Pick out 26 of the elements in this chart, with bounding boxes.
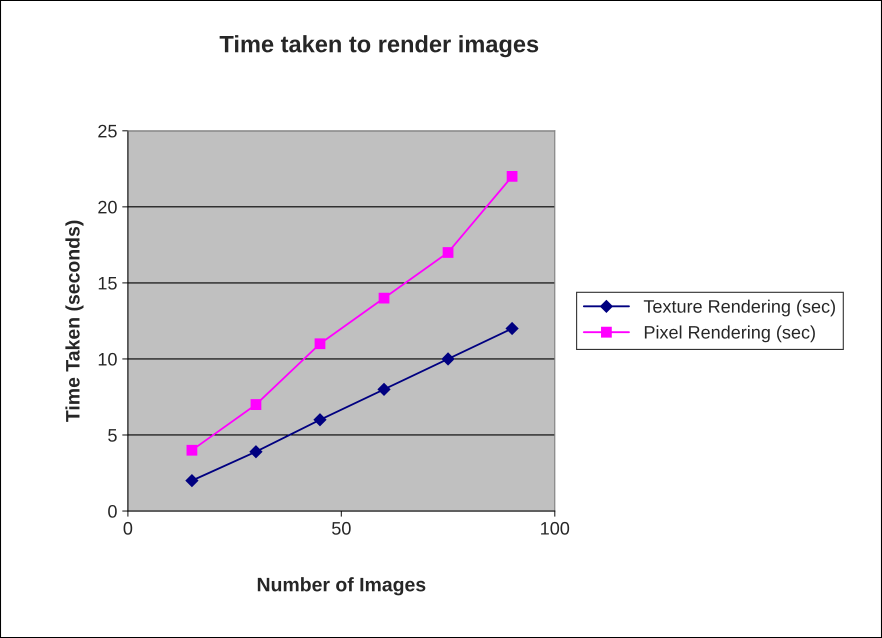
legend-label: Pixel Rendering (sec)	[644, 325, 815, 342]
y-tick-label: 5	[108, 429, 117, 442]
point	[186, 444, 198, 456]
x-tick-label: 50	[332, 522, 351, 535]
point	[506, 171, 518, 182]
x-axis-title: Number of Images	[258, 577, 426, 596]
y-tick-label: 25	[98, 124, 117, 138]
y-axis-title: Time Taken (seconds)	[65, 220, 84, 422]
chart-title: Time taken to render images	[220, 35, 538, 58]
y-tick-label: 0	[108, 504, 117, 518]
point	[314, 338, 326, 350]
point	[250, 445, 262, 458]
y-tick-label: 20	[98, 200, 117, 214]
point	[314, 413, 326, 426]
x-tick-label: 100	[541, 522, 570, 535]
point	[250, 399, 262, 410]
point	[506, 322, 518, 335]
legend-label: Texture Rendering (sec)	[644, 300, 835, 316]
y-tick-label: 15	[98, 277, 117, 290]
point	[378, 292, 390, 304]
x-tick-label: 0	[124, 522, 132, 535]
point	[378, 382, 390, 396]
point	[442, 247, 454, 258]
point	[442, 352, 454, 366]
y-tick-label: 10	[98, 352, 117, 366]
point	[186, 474, 198, 488]
